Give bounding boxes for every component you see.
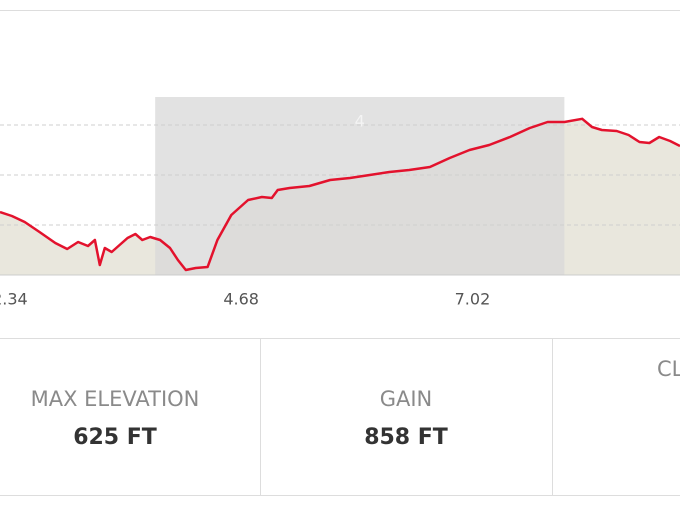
elevation-line [0,117,680,272]
stat-value: 625 FT [73,425,157,450]
x-tick-label: 4.68 [223,290,259,309]
stat-label: CL [657,357,680,381]
x-tick-label: 2.34 [0,290,28,309]
x-tick-label: 7.02 [455,290,491,309]
segment-label: 4 [355,112,365,131]
stat-label: MAX ELEVATION [31,387,200,411]
stat-label: GAIN [380,387,433,411]
highlight-region [155,97,565,275]
plot: 4 2.34 4.68 7.02 [0,97,680,309]
stat-value: 858 FT [364,425,448,450]
